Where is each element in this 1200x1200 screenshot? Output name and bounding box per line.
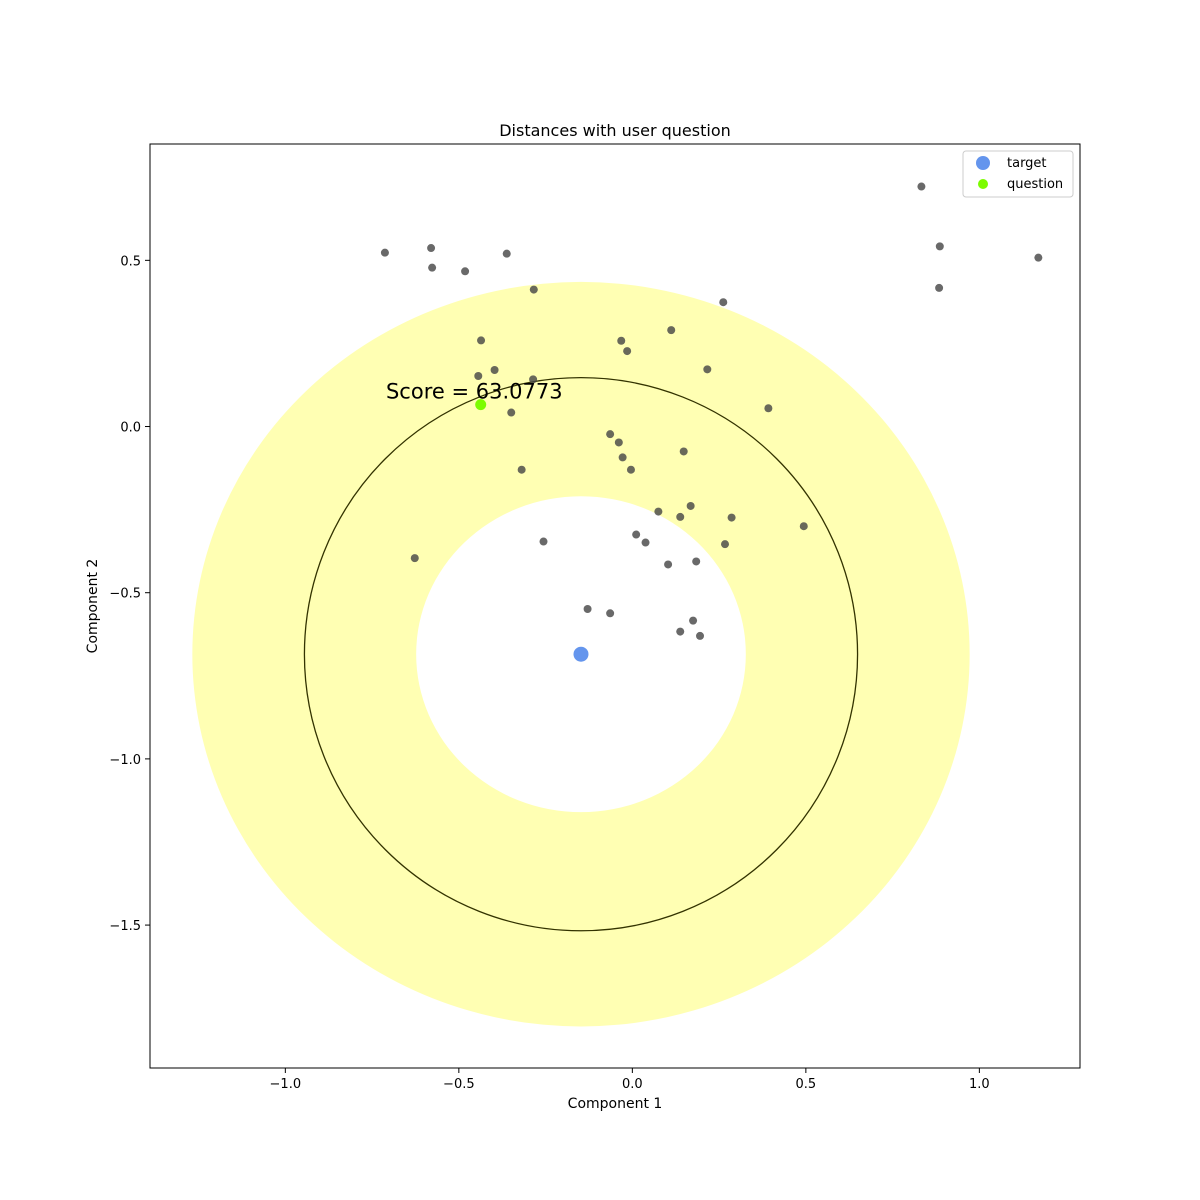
x-tick-label: 0.0 <box>622 1077 643 1092</box>
legend: target question <box>962 150 1074 198</box>
data-point-6 <box>529 285 538 294</box>
legend-target-marker <box>976 156 990 170</box>
data-point-29 <box>686 501 695 510</box>
data-point-20 <box>703 365 712 374</box>
data-point-33 <box>721 540 730 549</box>
x-tick-label: −0.5 <box>443 1077 475 1092</box>
data-point-42 <box>689 616 698 625</box>
x-tick-label: −1.0 <box>270 1077 302 1092</box>
x-tick-label: 1.0 <box>969 1077 990 1092</box>
data-point-14 <box>474 371 483 380</box>
distance-band <box>192 281 970 1027</box>
data-point-28 <box>654 507 663 516</box>
question-point <box>475 399 487 411</box>
data-point-40 <box>583 604 592 613</box>
target-point <box>573 646 589 662</box>
data-point-37 <box>641 538 650 547</box>
data-point-44 <box>696 631 705 640</box>
data-point-22 <box>606 430 615 439</box>
data-point-2 <box>427 244 436 253</box>
data-point-7 <box>719 298 728 307</box>
y-axis-label: Component 2 <box>85 559 101 654</box>
data-point-12 <box>477 336 486 345</box>
y-tick-label: −1.5 <box>109 919 141 934</box>
data-point-25 <box>626 465 635 474</box>
y-tick-label: 0.5 <box>120 254 141 269</box>
data-point-21 <box>764 404 773 413</box>
y-tick-label: −1.0 <box>109 753 141 768</box>
data-point-23 <box>614 438 623 447</box>
data-point-5 <box>502 249 511 258</box>
data-point-41 <box>606 609 615 618</box>
x-axis-label: Component 1 <box>568 1096 663 1112</box>
data-point-34 <box>410 554 419 563</box>
data-point-9 <box>935 242 944 251</box>
data-point-11 <box>1034 253 1043 262</box>
data-point-10 <box>935 283 944 292</box>
data-point-24 <box>618 453 627 462</box>
data-point-19 <box>667 326 676 335</box>
data-point-39 <box>692 557 701 566</box>
data-point-32 <box>799 522 808 531</box>
data-point-1 <box>380 248 389 257</box>
legend-box <box>962 150 1074 198</box>
score-ring <box>303 376 859 932</box>
x-tick-label: 0.5 <box>796 1077 817 1092</box>
data-point-30 <box>676 512 685 521</box>
legend-question-label: question <box>1007 177 1063 192</box>
data-point-15 <box>529 375 538 384</box>
data-point-36 <box>632 530 641 539</box>
chart-title: Distances with user question <box>499 121 731 140</box>
data-point-4 <box>461 267 470 276</box>
data-point-13 <box>490 366 499 375</box>
data-point-31 <box>727 513 736 522</box>
score-annotation: Score = 63.0773 <box>386 379 563 403</box>
data-point-27 <box>517 465 526 474</box>
y-tick-label: −0.5 <box>109 587 141 602</box>
data-point-43 <box>676 627 685 636</box>
data-point-35 <box>539 537 548 546</box>
data-points <box>380 182 1043 640</box>
data-point-17 <box>617 336 626 345</box>
legend-question-marker <box>978 179 988 189</box>
data-point-26 <box>679 447 688 456</box>
data-point-38 <box>664 560 673 569</box>
plot-frame <box>149 143 1081 1069</box>
x-axis-ticks: −1.0 −0.5 0.0 0.5 1.0 <box>270 1068 990 1092</box>
data-point-3 <box>428 263 437 272</box>
data-point-8 <box>917 182 926 191</box>
data-point-16 <box>507 408 516 417</box>
legend-target-label: target <box>1007 156 1047 171</box>
data-point-18 <box>623 347 632 356</box>
y-tick-label: 0.0 <box>120 421 141 436</box>
y-axis-ticks: 0.5 0.0 −0.5 −1.0 −1.5 <box>109 254 150 934</box>
